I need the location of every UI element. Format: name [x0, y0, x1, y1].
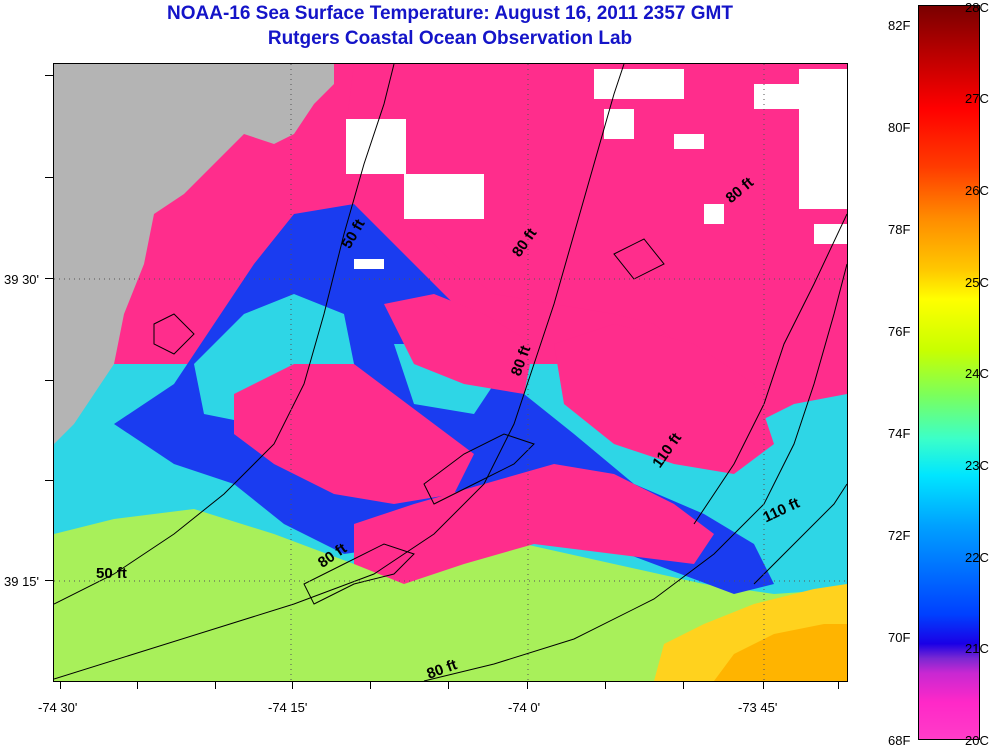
water-region-orange	[714, 624, 847, 681]
longitude-label: -74 0'	[508, 700, 541, 715]
colorbar-fahrenheit-label: 80F	[888, 120, 911, 135]
temperature-colorbar	[918, 5, 980, 740]
colorbar-fahrenheit-label: 68F	[888, 733, 911, 748]
colorbar-celsius-label: 26C	[965, 183, 989, 198]
latitude-label: 39 15'	[4, 574, 40, 589]
depth-contours	[54, 64, 847, 681]
colorbar-celsius-label: 23C	[965, 458, 989, 473]
colorbar-celsius-label: 20C	[965, 733, 989, 748]
water-region-magenta	[384, 294, 534, 394]
colorbar-fahrenheit-label: 82F	[888, 18, 911, 33]
map-subtitle: Rutgers Coastal Ocean Observation Lab	[267, 28, 633, 49]
colorbar-celsius-label: 27C	[965, 91, 989, 106]
longitude-label: -74 15'	[268, 700, 308, 715]
water-region-magenta	[344, 64, 847, 424]
colorbar-fahrenheit-label: 70F	[888, 630, 911, 645]
colorbar-celsius-label: 22C	[965, 550, 989, 565]
cloud-patches	[346, 69, 847, 269]
contour-label: 50 ft	[96, 565, 127, 582]
latitude-label: 39 30'	[4, 272, 40, 287]
colorbar-celsius-label: 21C	[965, 641, 989, 656]
water-region-magenta	[554, 324, 774, 474]
water-region-magenta	[354, 464, 714, 584]
longitude-label: -74 30'	[38, 700, 78, 715]
sst-map-canvas: 50 ft 50 ft 80 ft 80 ft 80 ft 80 ft 80 f…	[54, 64, 847, 681]
colorbar-celsius-label: 24C	[965, 366, 989, 381]
colorbar-celsius-label: 28C	[965, 0, 989, 15]
water-region-magenta	[234, 364, 474, 504]
water-region-green	[54, 509, 847, 681]
graticule	[54, 64, 847, 681]
sst-map: 50 ft 50 ft 80 ft 80 ft 80 ft 80 ft 80 f…	[53, 63, 848, 682]
longitude-label: -73 45'	[738, 700, 778, 715]
colorbar-celsius-label: 25C	[965, 275, 989, 290]
colorbar-fahrenheit-label: 78F	[888, 222, 911, 237]
colorbar-fahrenheit-label: 76F	[888, 324, 911, 339]
colorbar-fahrenheit-label: 74F	[888, 426, 911, 441]
land-mass	[54, 64, 334, 444]
map-title: NOAA-16 Sea Surface Temperature: August …	[167, 3, 733, 24]
colorbar-fahrenheit-label: 72F	[888, 528, 911, 543]
